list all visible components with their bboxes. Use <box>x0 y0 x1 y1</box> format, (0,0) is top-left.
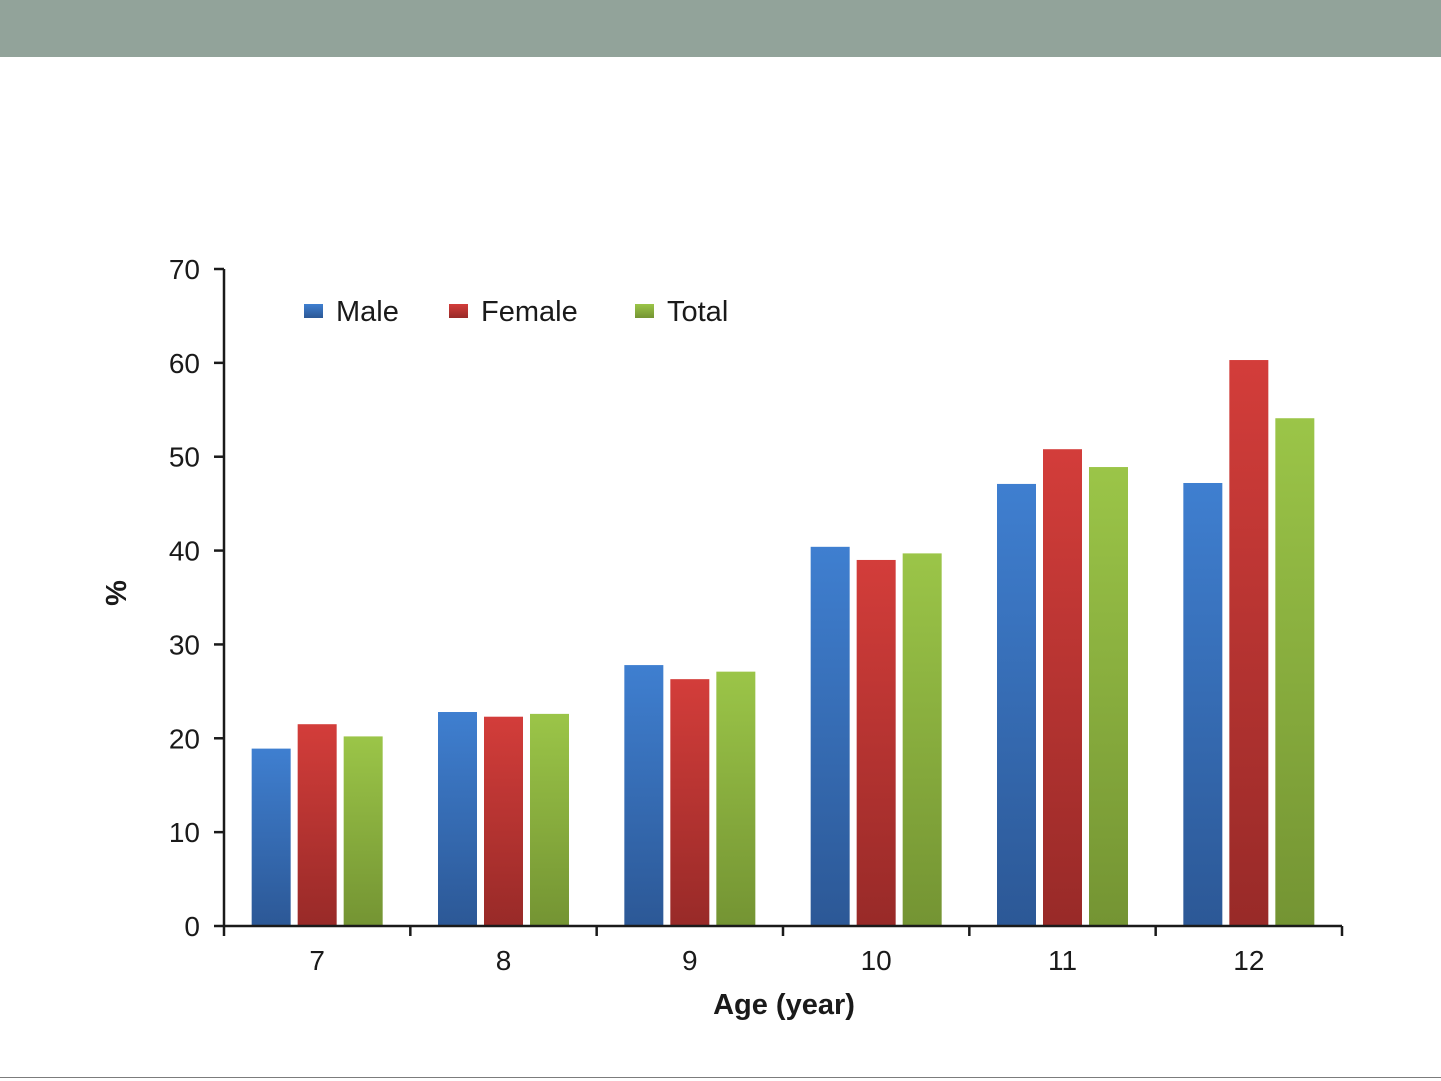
bar-female-age-10 <box>856 559 896 926</box>
axes-group <box>222 269 1342 928</box>
bar-male-age-7 <box>251 748 291 926</box>
y-axis-title: % <box>101 580 133 606</box>
y-tick-label: 60 <box>169 348 200 379</box>
slide-header-bar <box>0 0 1441 57</box>
legend-swatch-total <box>635 304 654 318</box>
x-ticks-group: 7 8 9 10 11 12 <box>222 926 1344 976</box>
legend: Male Female Total <box>304 296 728 328</box>
bar-female-age-11 <box>1043 449 1082 926</box>
slide-bottom-rule <box>0 1077 1441 1078</box>
bar-total-age-11 <box>1089 467 1128 926</box>
legend-swatch-male <box>304 304 323 318</box>
bar-male-age-10 <box>810 546 850 926</box>
bar-female-age-7 <box>297 724 337 926</box>
legend-swatch-female <box>449 304 468 318</box>
legend-label-female: Female <box>481 296 578 328</box>
x-tick-label: 10 <box>861 945 892 976</box>
bar-total-age-10 <box>902 553 942 926</box>
x-tick-label: 12 <box>1233 945 1264 976</box>
y-tick-label: 0 <box>184 911 200 942</box>
bar-male-age-12 <box>1183 482 1223 926</box>
y-tick-label: 40 <box>169 536 200 567</box>
y-tick-label: 70 <box>169 254 200 285</box>
x-axis-title: Age (year) <box>713 989 855 1021</box>
bar-total-age-12 <box>1275 418 1315 926</box>
bar-total-age-7 <box>343 736 383 926</box>
bar-total-age-8 <box>530 713 569 926</box>
legend-label-male: Male <box>336 296 399 328</box>
bar-total-age-9 <box>716 671 756 926</box>
y-tick-label: 20 <box>169 723 200 754</box>
x-tick-label: 9 <box>682 945 698 976</box>
bar-female-age-8 <box>484 716 523 926</box>
bar-male-age-11 <box>997 483 1036 926</box>
bar-male-age-9 <box>624 665 664 926</box>
y-tick-label: 50 <box>169 442 200 473</box>
legend-label-total: Total <box>667 296 728 328</box>
x-tick-label: 7 <box>309 945 325 976</box>
bars-group <box>251 360 1315 926</box>
y-tick-label: 30 <box>169 629 200 660</box>
bar-female-age-12 <box>1229 360 1269 926</box>
x-tick-label: 11 <box>1048 945 1077 976</box>
y-ticks-group: 0 10 20 30 40 50 60 70 <box>169 254 224 942</box>
x-tick-label: 8 <box>496 945 512 976</box>
y-tick-label: 10 <box>169 817 200 848</box>
bar-female-age-9 <box>670 679 710 926</box>
bar-male-age-8 <box>438 712 477 926</box>
